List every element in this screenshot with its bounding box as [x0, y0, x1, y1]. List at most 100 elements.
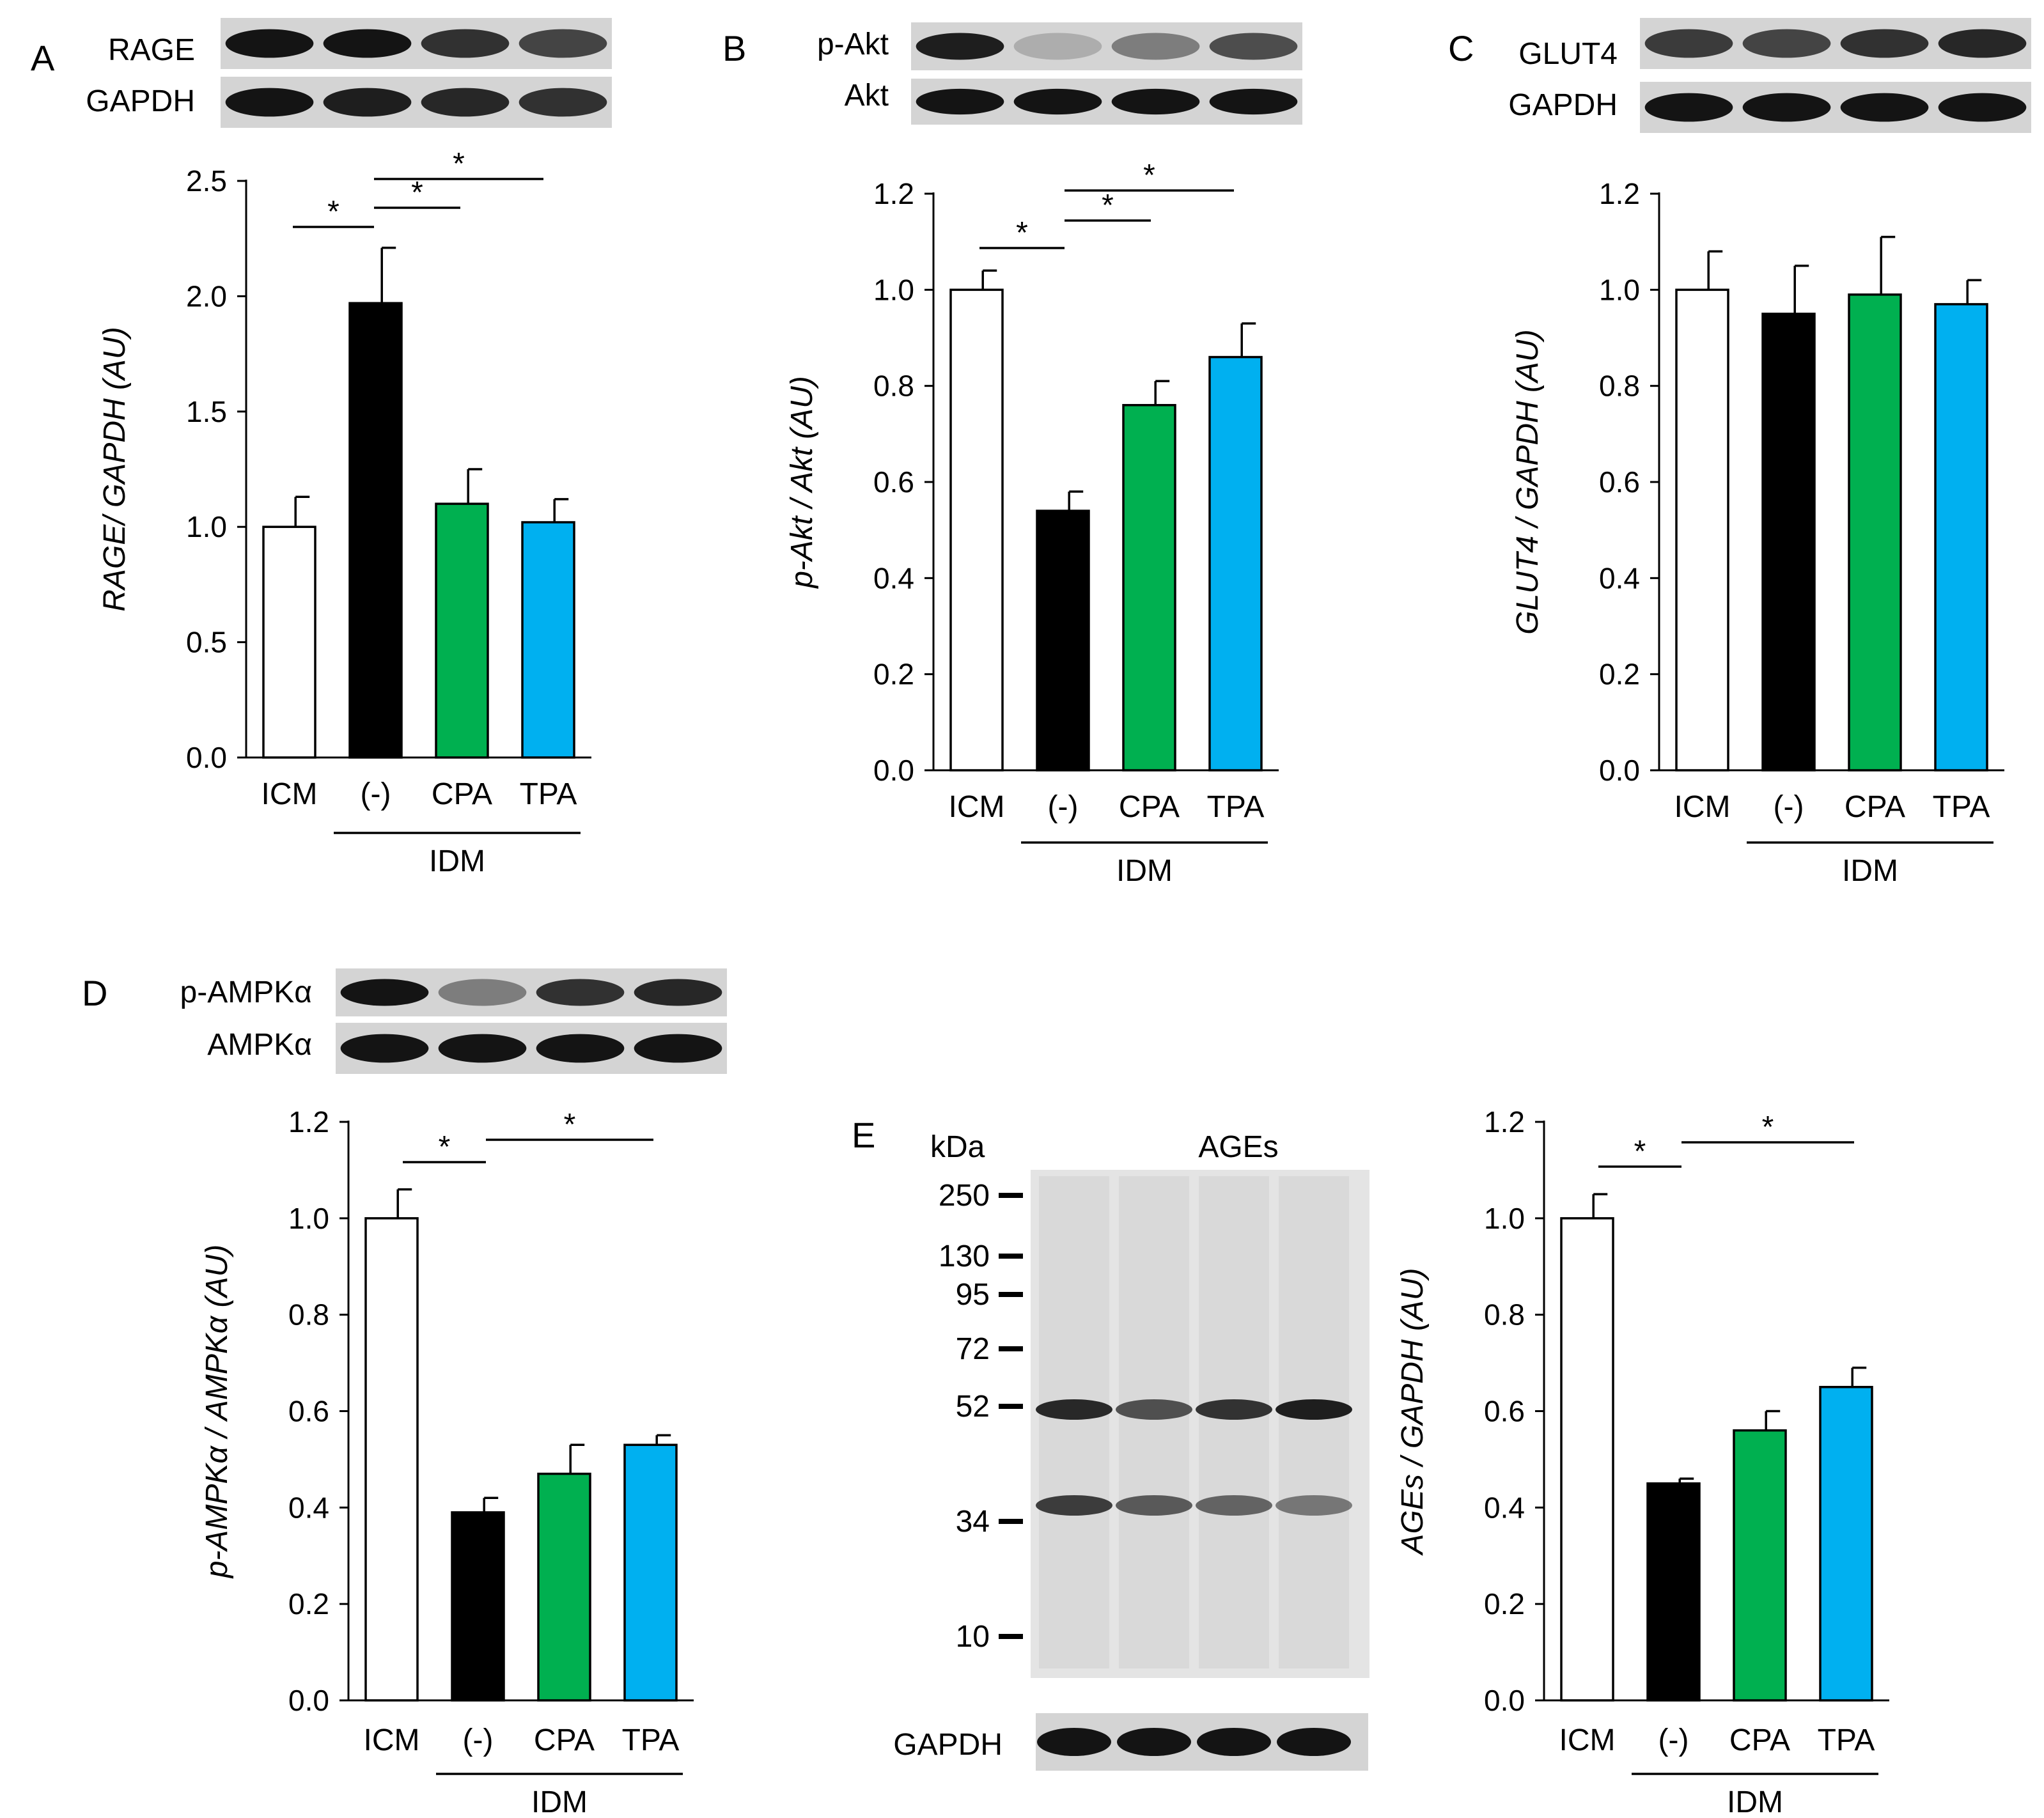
- bar: [949, 288, 1004, 772]
- category-label: CPA: [1845, 790, 1905, 824]
- y-tick-label: 1.0: [1599, 273, 1640, 306]
- blot-label: RAGE: [108, 33, 195, 67]
- y-tick-label: 1.5: [186, 395, 227, 428]
- category-label: ICM: [364, 1723, 420, 1757]
- y-tick-label: 0.0: [288, 1684, 329, 1717]
- y-tick-label: 1.2: [1599, 177, 1640, 210]
- blot-band: [1938, 93, 2027, 122]
- y-tick-label: 1.2: [873, 177, 914, 210]
- kda-marker-label: 95: [956, 1278, 990, 1312]
- blot-band: [1111, 88, 1200, 115]
- gapdh-band: [1117, 1728, 1191, 1756]
- blot-band: [519, 29, 607, 58]
- significance-star: *: [327, 195, 339, 229]
- blot-band: [438, 1034, 527, 1063]
- ages-lane: [1199, 1176, 1269, 1668]
- y-tick-label: 0.5: [186, 626, 227, 659]
- category-label: ICM: [261, 777, 318, 811]
- bar: [1675, 288, 1729, 772]
- blot-band: [340, 1034, 429, 1063]
- kda-marker-label: 10: [956, 1620, 990, 1654]
- blot-strip: [336, 1023, 727, 1074]
- bar: [1934, 303, 1988, 772]
- group-label: IDM: [429, 844, 485, 878]
- category-label: ICM: [1559, 1723, 1616, 1757]
- category-label: TPA: [1207, 790, 1265, 824]
- significance-star: *: [1102, 189, 1114, 222]
- bar: [262, 525, 316, 759]
- y-tick-label: 0.0: [1599, 754, 1640, 787]
- ages-band: [1116, 1495, 1192, 1516]
- y-tick-label: 0.4: [1484, 1491, 1525, 1524]
- ages-lane: [1279, 1176, 1349, 1668]
- y-tick-label: 1.0: [288, 1202, 329, 1235]
- significance-star: *: [1634, 1135, 1646, 1169]
- blot-band: [225, 88, 314, 117]
- blot-band: [1840, 29, 1929, 58]
- category-label: (-): [463, 1723, 494, 1757]
- blot-strip: [1640, 18, 2031, 69]
- y-axis-label: p-Akt / Akt (AU): [785, 376, 819, 589]
- category-label: (-): [1658, 1723, 1689, 1757]
- bar: [451, 1511, 505, 1702]
- blot-band: [225, 29, 314, 58]
- blot-band: [1644, 93, 1733, 122]
- bar: [348, 302, 403, 759]
- ages-band: [1036, 1495, 1112, 1516]
- category-label: CPA: [1119, 790, 1180, 824]
- kda-marker-label: 130: [939, 1239, 990, 1273]
- y-tick-label: 0.6: [288, 1395, 329, 1428]
- y-tick-label: 0.4: [1599, 561, 1640, 594]
- ages-lane: [1039, 1176, 1109, 1668]
- blot-strip: [911, 79, 1302, 125]
- y-tick-label: 0.2: [873, 658, 914, 691]
- category-label: ICM: [1674, 790, 1731, 824]
- gapdh-band: [1037, 1728, 1111, 1756]
- blot-label: GLUT4: [1518, 37, 1618, 71]
- category-label: TPA: [520, 777, 577, 811]
- blot-strip: [1640, 82, 2031, 133]
- panel-letter: E: [852, 1115, 875, 1155]
- blot-strip: [221, 77, 612, 128]
- y-tick-label: 0.8: [1484, 1298, 1525, 1332]
- blot-band: [421, 88, 510, 117]
- category-label: ICM: [949, 790, 1005, 824]
- y-tick-label: 1.0: [873, 273, 914, 306]
- blot-band: [634, 1034, 722, 1063]
- western-blots: [221, 18, 2031, 1771]
- bar: [537, 1472, 591, 1702]
- category-label: TPA: [1818, 1723, 1875, 1757]
- blot-band: [1209, 33, 1298, 60]
- blot-band: [536, 979, 625, 1006]
- panel-letter: B: [722, 28, 746, 68]
- panel-letter: D: [82, 973, 107, 1013]
- significance-star: *: [411, 176, 423, 210]
- bar: [364, 1217, 419, 1702]
- blot-band: [323, 29, 412, 58]
- ages-blot: [999, 1170, 1369, 1771]
- panel-letter: C: [1448, 28, 1474, 68]
- category-label: CPA: [432, 777, 492, 811]
- bar: [1208, 355, 1263, 772]
- significance-star: *: [1143, 159, 1155, 192]
- category-label: (-): [1048, 790, 1079, 824]
- blot-band: [1013, 88, 1102, 115]
- blot-band: [1938, 29, 2027, 58]
- blot-band: [634, 979, 722, 1006]
- blot-band: [916, 88, 1004, 115]
- kda-marker-label: 72: [956, 1332, 990, 1366]
- blot-band: [438, 979, 527, 1006]
- kda-marker-label: 34: [956, 1505, 990, 1539]
- ages-band: [1196, 1399, 1272, 1420]
- kda-marker-label: 250: [939, 1179, 990, 1213]
- y-tick-label: 0.8: [288, 1298, 329, 1332]
- y-tick-label: 0.4: [873, 561, 914, 594]
- blot-strip: [336, 968, 727, 1016]
- blot-band: [916, 33, 1004, 60]
- y-tick-label: 0.0: [186, 741, 227, 774]
- blot-band: [323, 88, 412, 117]
- blot-strip: [221, 18, 612, 69]
